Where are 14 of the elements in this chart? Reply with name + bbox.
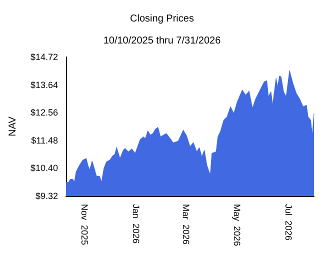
x-tick-label: Nov 2025 [80, 204, 90, 246]
y-tick-label: $11.48 [31, 135, 58, 146]
y-axis-title: NAV [8, 116, 18, 136]
x-tick-label: Jan 2026 [131, 204, 142, 244]
y-tick-label: $10.40 [30, 163, 58, 174]
chart-subtitle: 10/10/2025 thru 7/31/2026 [103, 36, 222, 46]
y-tick-label: $13.64 [30, 80, 58, 90]
y-tick-label: $14.72 [30, 52, 58, 62]
x-tick-label: Jul 2026 [284, 204, 294, 241]
chart-title: Closing Prices [130, 14, 194, 24]
y-tick-label: $9.32 [35, 191, 58, 201]
x-tick-label: May 2026 [232, 204, 242, 246]
y-tick-label: $12.56 [30, 108, 58, 118]
x-tick-label: Mar 2026 [180, 204, 191, 245]
